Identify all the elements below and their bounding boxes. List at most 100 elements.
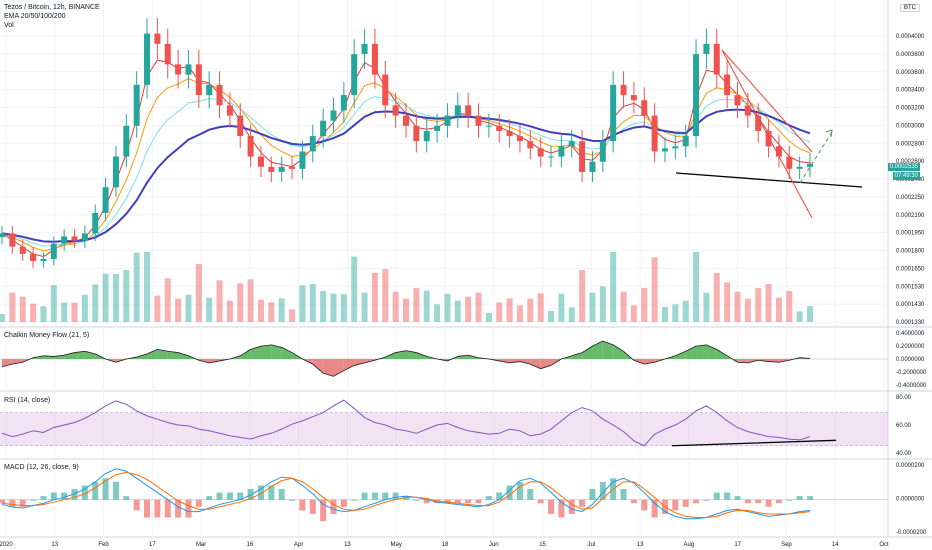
price-tick-label: 0.0002250: [896, 195, 925, 201]
countdown-tag: 07:49:30: [892, 172, 920, 180]
price-tick-label: 0.0003000: [896, 123, 925, 129]
candle-body: [807, 163, 813, 167]
macd-histogram-bar: [382, 492, 389, 500]
volume-bar: [423, 290, 430, 322]
volume-bar: [485, 313, 492, 322]
candle-body: [755, 115, 762, 131]
cmf-area-segment: [395, 350, 406, 359]
volume-bar: [651, 257, 658, 322]
candle-body: [568, 141, 575, 147]
macd-histogram-bar: [226, 492, 233, 500]
x-tick-label: 15: [539, 542, 546, 548]
candle-body: [548, 156, 555, 158]
candle-body: [164, 43, 171, 65]
candle-body: [589, 161, 596, 172]
macd-histogram-bar: [807, 496, 813, 500]
cmf-area-segment: [312, 359, 324, 374]
volume-bar: [92, 284, 99, 322]
cmf-area-segment: [271, 344, 282, 359]
volume-bar: [309, 284, 316, 322]
macd-histogram-bar: [92, 481, 99, 500]
macd-histogram-bar: [102, 478, 109, 500]
volume-bar: [475, 292, 482, 322]
candle-body: [330, 110, 337, 121]
macd-histogram-bar: [755, 499, 762, 504]
macd-histogram-bar: [164, 499, 171, 518]
macd-histogram-bar: [361, 492, 368, 500]
price-tick-label: 0.0001430: [896, 302, 925, 308]
macd-histogram-bar: [703, 499, 710, 501]
support-trendline: [675, 172, 863, 188]
volume-bar: [527, 298, 534, 322]
candle-body: [195, 64, 202, 96]
volume-bar: [755, 288, 762, 322]
candle-body: [392, 105, 399, 116]
volume-bar: [340, 294, 347, 322]
candle-body: [216, 84, 223, 106]
candle-body: [112, 156, 119, 188]
macd-histogram-bar: [340, 499, 347, 507]
cmf-area-segment: [716, 349, 728, 359]
macd-histogram-bar: [765, 499, 772, 507]
macd-histogram-bar: [123, 496, 130, 500]
volume-bar: [786, 291, 793, 322]
cmf-area-segment: [696, 344, 707, 359]
x-tick-label: 2020: [0, 542, 13, 548]
volume-bar: [299, 285, 306, 322]
candle-body: [713, 43, 720, 75]
cmf-area-segment: [737, 359, 748, 363]
candle-body: [382, 74, 389, 106]
cmf-area-segment: [592, 341, 603, 359]
rsi-label: RSI (14, close): [4, 397, 51, 404]
macd-histogram-bar: [371, 492, 378, 500]
price-tick-label: 0.0002400: [896, 177, 925, 183]
candle-body: [558, 146, 565, 157]
volume-bar: [216, 280, 223, 322]
volume-bar: [682, 300, 689, 322]
cmf-tick-label: 0.0000000: [896, 357, 925, 363]
candle-body: [620, 84, 627, 96]
candle-body: [206, 84, 213, 96]
projection-arrowhead: [825, 129, 833, 138]
projection-arrow: [799, 131, 833, 184]
volume-bar: [693, 252, 700, 322]
cmf-area-segment: [74, 351, 85, 359]
volume-bar: [247, 279, 254, 322]
x-tick-label: Apr: [294, 542, 303, 548]
candle-body: [454, 105, 461, 116]
volume-bar: [371, 273, 378, 322]
cmf-area-segment: [167, 351, 179, 359]
candle-body: [599, 141, 606, 162]
volume-bar: [382, 269, 389, 322]
volume-bar: [444, 293, 451, 322]
macd-histogram-bar: [734, 496, 741, 500]
macd-line: [1, 468, 811, 520]
macd-histogram-bar: [257, 485, 264, 500]
macd-histogram-bar: [144, 499, 151, 518]
cmf-area-segment: [582, 346, 593, 359]
volume-bar: [237, 283, 244, 322]
candle-body: [320, 120, 327, 137]
cmf-area-segment: [260, 344, 272, 359]
candle-body: [81, 233, 88, 241]
candle-body: [71, 236, 78, 241]
price-tick-label: 0.0003200: [896, 106, 925, 112]
volume-bar: [630, 305, 637, 322]
volume-bar: [257, 299, 264, 322]
channel-lower-line: [721, 49, 813, 219]
rsi-tick-label: 40.00: [896, 451, 912, 457]
currency-badge[interactable]: BTC: [900, 4, 920, 12]
macd-histogram-bar: [527, 488, 534, 500]
macd-histogram-bar: [9, 499, 16, 507]
cmf-area-segment: [64, 352, 75, 359]
macd-histogram-bar: [392, 492, 399, 500]
volume-bar: [548, 311, 555, 322]
macd-histogram-bar: [568, 499, 575, 514]
price-tick-label: 0.0001530: [896, 284, 925, 290]
macd-histogram-bar: [423, 499, 430, 504]
macd-histogram-bar: [506, 485, 513, 500]
candle-body: [19, 246, 26, 254]
cmf-area-segment: [685, 346, 697, 359]
macd-histogram-bar: [775, 499, 782, 504]
